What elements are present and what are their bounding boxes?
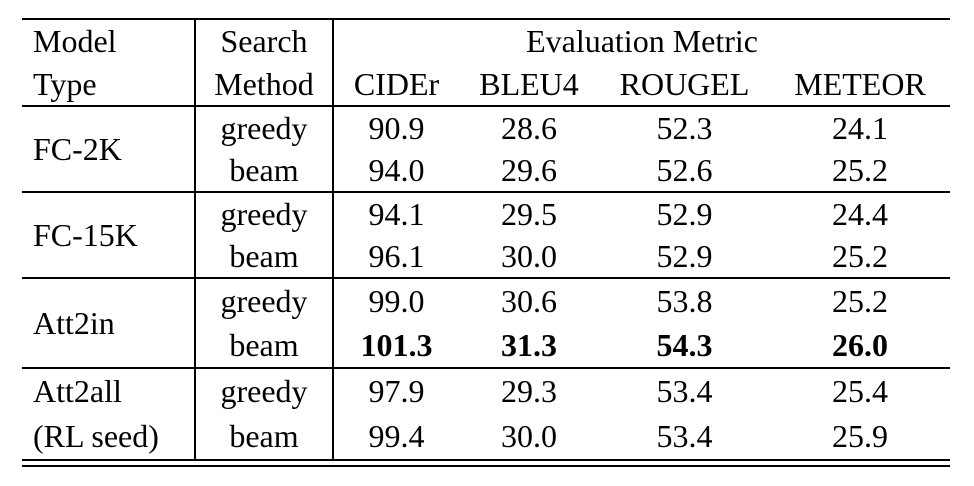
search-method-cell: greedy (195, 106, 334, 149)
bleu4-value: 28.6 (501, 110, 557, 146)
header-metric-cider: CIDEr (353, 66, 440, 102)
table-row-best: beam 101.3 31.3 54.3 26.0 (22, 323, 950, 368)
header-search-line1: Search (195, 19, 334, 63)
meteor-value: 25.2 (832, 152, 889, 188)
rougel-value: 52.9 (656, 196, 713, 232)
cider-value: 94.1 (368, 196, 425, 232)
model-name: FC-15K (33, 217, 138, 253)
group-fc-2k: FC-2K greedy 90.9 28.6 52.3 24.1 beam 94… (22, 106, 951, 192)
table-row: beam 94.0 29.6 52.6 25.2 (22, 149, 950, 192)
cider-value-best: 101.3 (360, 327, 433, 363)
meteor-value-best: 26.0 (832, 327, 889, 363)
results-table-figure: Model Search Evaluation Metric Type Meth… (22, 18, 951, 467)
group-att2in: Att2in greedy 99.0 30.6 53.8 25.2 beam 1… (22, 278, 951, 368)
meteor-value: 25.2 (832, 238, 889, 274)
rougel-value: 52.9 (656, 238, 713, 274)
model-name: FC-2K (33, 131, 122, 167)
search-method-cell: greedy (195, 192, 334, 235)
header-metric-bleu4: BLEU4 (479, 66, 579, 102)
header-metric-rougel: ROUGEL (619, 66, 750, 102)
meteor-value: 25.9 (832, 418, 889, 454)
table-row: beam 96.1 30.0 52.9 25.2 (22, 235, 950, 278)
bleu4-value: 30.0 (501, 418, 557, 454)
table-row: Att2all (RL seed) greedy 97.9 29.3 53.4 … (22, 368, 950, 460)
bleu4-value: 29.3 (501, 373, 557, 409)
table-row: Att2in greedy 99.0 30.6 53.8 25.2 (22, 278, 950, 368)
rougel-value: 52.6 (656, 152, 713, 188)
header-metric-meteor: METEOR (794, 66, 926, 102)
model-cell: Att2all (RL seed) (22, 368, 196, 460)
bleu4-value: 30.6 (501, 283, 557, 319)
search-method-cell: beam (195, 414, 334, 460)
model-cell: FC-2K (22, 106, 196, 192)
cider-value: 99.4 (368, 418, 425, 454)
bleu4-value-best: 31.3 (501, 327, 557, 363)
header-search-line2: Method (195, 63, 334, 106)
cider-value: 90.9 (368, 110, 425, 146)
search-method-cell: beam (195, 149, 334, 192)
cider-value: 97.9 (368, 373, 425, 409)
header-model-line2: Type (22, 63, 196, 106)
cider-value: 99.0 (368, 283, 425, 319)
rougel-value-best: 54.3 (656, 327, 713, 363)
header-row-2: Type Method CIDEr BLEU4 ROUGEL METEOR (22, 63, 950, 106)
model-name: Att2all (33, 373, 122, 409)
cider-value: 94.0 (368, 152, 425, 188)
model-cell: Att2in (22, 278, 196, 368)
table-header: Model Search Evaluation Metric Type Meth… (22, 19, 951, 106)
header-metrics-group-label: Evaluation Metric (526, 23, 758, 59)
meteor-value: 25.2 (832, 283, 889, 319)
table-row: FC-15K greedy 94.1 29.5 52.9 24.4 (22, 192, 950, 278)
group-fc-15k: FC-15K greedy 94.1 29.5 52.9 24.4 beam 9… (22, 192, 951, 278)
model-name: Att2in (33, 305, 115, 341)
search-method-cell: beam (195, 235, 334, 278)
meteor-value: 24.4 (832, 196, 889, 232)
meteor-value: 24.1 (832, 110, 889, 146)
model-cell: FC-15K (22, 192, 196, 278)
header-model-line1: Model (22, 19, 196, 63)
bleu4-value: 30.0 (501, 238, 557, 274)
table-row: FC-2K greedy 90.9 28.6 52.3 24.1 (22, 106, 950, 192)
rougel-value: 53.4 (656, 373, 713, 409)
table-bottom-double-rule (22, 465, 950, 467)
evaluation-metrics-table: Model Search Evaluation Metric Type Meth… (22, 18, 951, 461)
rougel-value: 52.3 (656, 110, 713, 146)
search-method-cell: greedy (195, 368, 334, 414)
group-att2all-rl-seed: Att2all (RL seed) greedy 97.9 29.3 53.4 … (22, 368, 951, 460)
meteor-value: 25.4 (832, 373, 889, 409)
rougel-value: 53.8 (656, 283, 713, 319)
bleu4-value: 29.5 (501, 196, 557, 232)
search-method-cell: beam (195, 323, 334, 368)
bleu4-value: 29.6 (501, 152, 557, 188)
rougel-value: 53.4 (656, 418, 713, 454)
search-method-cell: greedy (195, 278, 334, 323)
header-row-1: Model Search Evaluation Metric (22, 19, 950, 63)
table-row: beam 99.4 30.0 53.4 25.9 (22, 414, 950, 460)
cider-value: 96.1 (368, 238, 425, 274)
model-name-line2: (RL seed) (33, 418, 159, 454)
